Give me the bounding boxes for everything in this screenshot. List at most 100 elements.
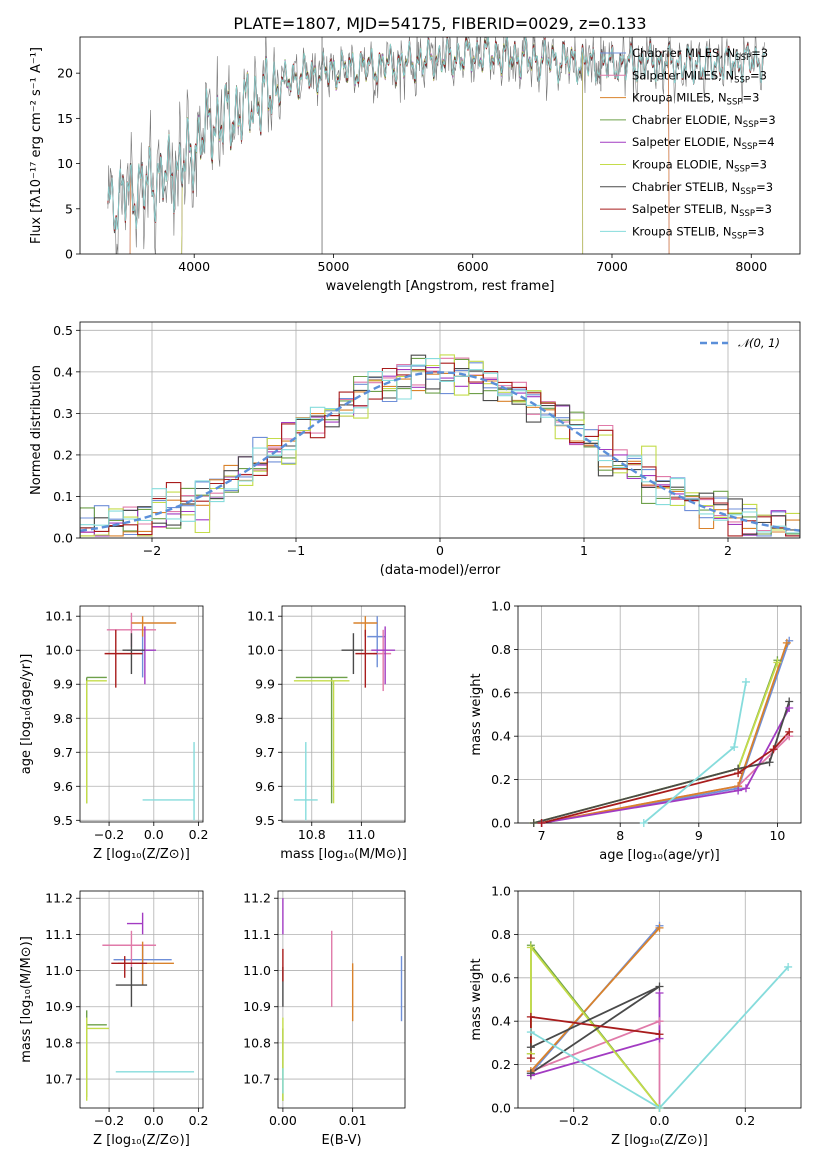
- spectrum-marks: [107, 37, 766, 254]
- mass-vs-Z-xlabel: Z [log₁₀(Z/Z⊙)]: [93, 1133, 190, 1148]
- residuals-ylabel: Normed distribution: [29, 365, 44, 495]
- age-vs-mass-frame: [281, 605, 406, 823]
- residuals-xtick-label: 1: [580, 543, 588, 558]
- mass-vs-ebv-xlabel: E(B-V): [321, 1133, 361, 1148]
- age-vs-mass-ytick-label: 9.7: [255, 745, 275, 760]
- age-vs-Z-ytick-label: 10.1: [45, 609, 73, 624]
- spectrum-legend-label: Chabrier STELIB, NSSP=3: [632, 180, 773, 197]
- weight-vs-age-ytick-label: 1.0: [491, 599, 511, 614]
- spectrum-legend-label: Salpeter MILES, NSSP=3: [632, 68, 767, 85]
- residuals-xtick-label: 0: [436, 543, 444, 558]
- spectrum-xtick-label: 6000: [457, 259, 489, 274]
- weight-vs-Z-ytick-label: 0.2: [491, 1057, 511, 1072]
- weight-vs-age-xlabel: age [log₁₀(age/yr)]: [599, 848, 720, 863]
- mass-vs-ebv-ytick-label: 11.1: [243, 927, 271, 942]
- age-vs-mass-ytick-label: 9.5: [255, 813, 275, 828]
- weight-vs-age-series-line: [541, 707, 790, 823]
- residuals-xlabel: (data-model)/error: [380, 563, 501, 578]
- residuals-frame: [79, 321, 801, 539]
- age-vs-Z-ytick-label: 9.9: [53, 677, 73, 692]
- age-vs-Z-ytick-label: 9.6: [53, 779, 73, 794]
- mass-vs-ebv-marks: [282, 898, 403, 1101]
- age-vs-mass-marks: [293, 616, 396, 821]
- spectrum-legend-label: Chabrier MILES, NSSP=3: [632, 46, 768, 63]
- spectrum-legend-label: Kroupa ELODIE, NSSP=3: [632, 158, 767, 175]
- weight-vs-Z-marker: [784, 962, 793, 971]
- spectrum-xtick-label: 7000: [596, 259, 628, 274]
- residuals-ytick-label: 0.1: [53, 489, 73, 504]
- mass-vs-Z-xtick-label: 0.2: [189, 1113, 209, 1128]
- weight-vs-age-marker: [765, 758, 774, 767]
- spectrum-model-line: [107, 37, 766, 231]
- residuals-ytick-label: 0.4: [53, 364, 73, 379]
- spectrum-plot: 4000 5000 6000 7000 8000 0 5 10 15 20 wavelength […: [29, 36, 801, 294]
- weight-vs-Z-xlabel: Z [log₁₀(Z/Z⊙)]: [611, 1133, 708, 1148]
- age-vs-Z-xlabel: Z [log₁₀(Z/Z⊙)]: [93, 847, 190, 862]
- age-vs-mass-ytick-label: 10.1: [247, 609, 275, 624]
- weight-vs-age-ytick-label: 0.4: [491, 729, 511, 744]
- weight-vs-Z-xtick-label: 0.0: [650, 1113, 670, 1128]
- residuals-xtick-label: −1: [287, 543, 305, 558]
- weight-vs-age-xtick-label: 10: [769, 828, 785, 843]
- age-vs-Z-ytick-label: 9.5: [53, 813, 73, 828]
- age-vs-Z-plot: −0.2 0.0 0.2 9.5 9.6 9.7 9.8 9.9 10.0 10.1 Z [log₁…: [19, 605, 209, 862]
- weight-vs-age-marker: [769, 745, 778, 754]
- weight-vs-age-marker: [773, 658, 782, 667]
- weight-vs-age-marker: [639, 819, 648, 827]
- residual-legend-label: 𝒩(0, 1): [738, 336, 780, 350]
- residuals-xtick-label: −2: [143, 543, 161, 558]
- weight-vs-Z-ytick-label: 0.0: [491, 1101, 511, 1116]
- spectrum-ytick-label: 20: [57, 66, 73, 81]
- weight-vs-Z-plot: −0.2 0.0 0.2 0.0 0.2 0.4 0.6 0.8 1.0 Z [log₁₀(Z/Z…: [469, 884, 802, 1148]
- weight-vs-age-ytick-label: 0.6: [491, 685, 511, 700]
- age-vs-Z-xtick-label: −0.2: [94, 827, 124, 842]
- weight-vs-age-marker: [537, 819, 546, 827]
- mass-vs-ebv-ytick-label: 10.9: [243, 999, 271, 1014]
- weight-vs-age-ylabel: mass weight: [469, 673, 484, 755]
- weight-vs-age-marker: [782, 638, 791, 647]
- mass-vs-Z-ytick-label: 11.2: [45, 891, 73, 906]
- residuals-ytick-label: 0.2: [53, 447, 73, 462]
- weight-vs-age-marker: [529, 819, 538, 827]
- spectrum-xlabel: wavelength [Angstrom, rest frame]: [326, 279, 555, 294]
- age-vs-mass-xtick-label: 10.8: [298, 827, 326, 842]
- weight-vs-Z-marker: [655, 1017, 664, 1026]
- age-vs-mass-plot: 10.8 11.0 9.5 9.6 9.7 9.8 9.9 10.0 10.1 mass [log…: [247, 605, 407, 862]
- spectrum-title: PLATE=1807, MJD=54175, FIBERID=0029, z=0…: [233, 14, 646, 33]
- mass-vs-Z-ytick-label: 11.0: [45, 963, 73, 978]
- residuals-ytick-label: 0.5: [53, 323, 73, 338]
- mass-vs-Z-ytick-label: 10.8: [45, 1035, 73, 1050]
- age-vs-Z-ytick-label: 9.7: [53, 745, 73, 760]
- spectrum-legend-label: Salpeter STELIB, NSSP=3: [632, 202, 772, 219]
- spectrum-legend-label: Salpeter ELODIE, NSSP=4: [632, 135, 775, 152]
- mass-vs-Z-xtick-label: −0.2: [94, 1113, 124, 1128]
- age-vs-Z-ytick-label: 9.8: [53, 711, 73, 726]
- age-vs-mass-ytick-label: 9.6: [255, 779, 275, 794]
- mass-vs-Z-xtick-label: 0.0: [144, 1113, 164, 1128]
- spectrum-frame: [79, 36, 801, 255]
- residuals-ytick-label: 0.0: [53, 531, 73, 546]
- mass-vs-Z-plot: −0.2 0.0 0.2 10.7 10.8 10.9 11.0 11.1 11.2 Z [log…: [19, 890, 209, 1148]
- age-vs-Z-xtick-label: 0.2: [189, 827, 209, 842]
- weight-vs-Z-xtick-label: −0.2: [559, 1113, 589, 1128]
- weight-vs-age-ytick-label: 0.0: [491, 816, 511, 831]
- weight-vs-Z-marker: [655, 1030, 664, 1039]
- weight-vs-age-xtick-label: 7: [538, 828, 546, 843]
- weight-vs-age-marker: [785, 697, 794, 706]
- weight-vs-Z-series-line: [530, 927, 661, 1072]
- age-vs-mass-ytick-label: 9.8: [255, 711, 275, 726]
- residual-histogram: [80, 358, 800, 538]
- weight-vs-Z-marker: [526, 1054, 535, 1063]
- weight-vs-Z-ytick-label: 0.8: [491, 927, 511, 942]
- mass-vs-Z-ytick-label: 10.9: [45, 999, 73, 1014]
- weight-vs-age-marker: [734, 786, 743, 795]
- age-vs-Z-ytick-label: 10.0: [45, 643, 73, 658]
- spectrum-observed-line: [107, 37, 765, 254]
- weight-vs-Z-ytick-label: 0.4: [491, 1014, 511, 1029]
- weight-vs-age-xtick-label: 8: [616, 828, 624, 843]
- residuals-xtick-label: 2: [724, 543, 732, 558]
- weight-vs-Z-marker: [526, 1028, 535, 1037]
- weight-vs-age-ytick-label: 0.8: [491, 642, 511, 657]
- spectrum-ytick-label: 15: [57, 111, 73, 126]
